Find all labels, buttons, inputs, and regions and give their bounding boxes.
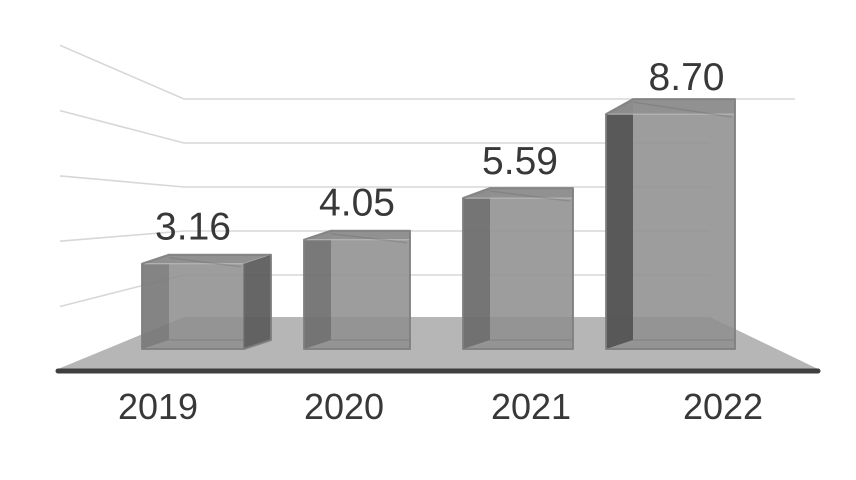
- gridline: [59, 175, 710, 188]
- bar-right-side-face: [244, 254, 271, 349]
- bar-2019: [141, 253, 272, 350]
- gridline: [59, 44, 795, 100]
- bar-inner-top-edge: [168, 256, 242, 268]
- bar-outline: [141, 253, 272, 350]
- bar-inner-left-face: [304, 230, 331, 349]
- bar-value-label: 4.05: [319, 182, 395, 225]
- bars-layer: [141, 98, 736, 350]
- bar-top-face: [604, 98, 736, 115]
- bar-inner-left-face: [142, 254, 169, 349]
- bar-outline: [605, 98, 736, 350]
- x-axis-label: 2022: [683, 386, 763, 427]
- bar-front-face: [304, 239, 410, 349]
- labels-layer: 3.16 4.05 5.59 8.70 2019 2020 2021 2022: [118, 56, 763, 427]
- bar-front-face: [142, 263, 244, 349]
- gridline: [59, 109, 710, 144]
- bar-outline: [303, 229, 411, 350]
- bar-2022: [604, 98, 736, 350]
- bar-top-face: [462, 187, 574, 199]
- bar-value-label: 5.59: [482, 140, 558, 183]
- bar-2020: [303, 229, 411, 350]
- bar-inner-top-edge: [632, 101, 733, 118]
- bar-inner-left-face: [463, 188, 490, 349]
- x-axis-label: 2019: [118, 386, 198, 427]
- x-axis-label: 2021: [491, 386, 571, 427]
- x-axis-label: 2020: [304, 386, 384, 427]
- bar-inner-top-edge: [330, 232, 408, 244]
- bar-value-label: 8.70: [649, 56, 725, 99]
- bar-inner-top-edge: [489, 190, 571, 202]
- bar-inner-left-face: [606, 99, 633, 349]
- bar-2021: [462, 187, 574, 350]
- bar-value-label: 3.16: [155, 206, 231, 249]
- bar-outline: [462, 187, 574, 350]
